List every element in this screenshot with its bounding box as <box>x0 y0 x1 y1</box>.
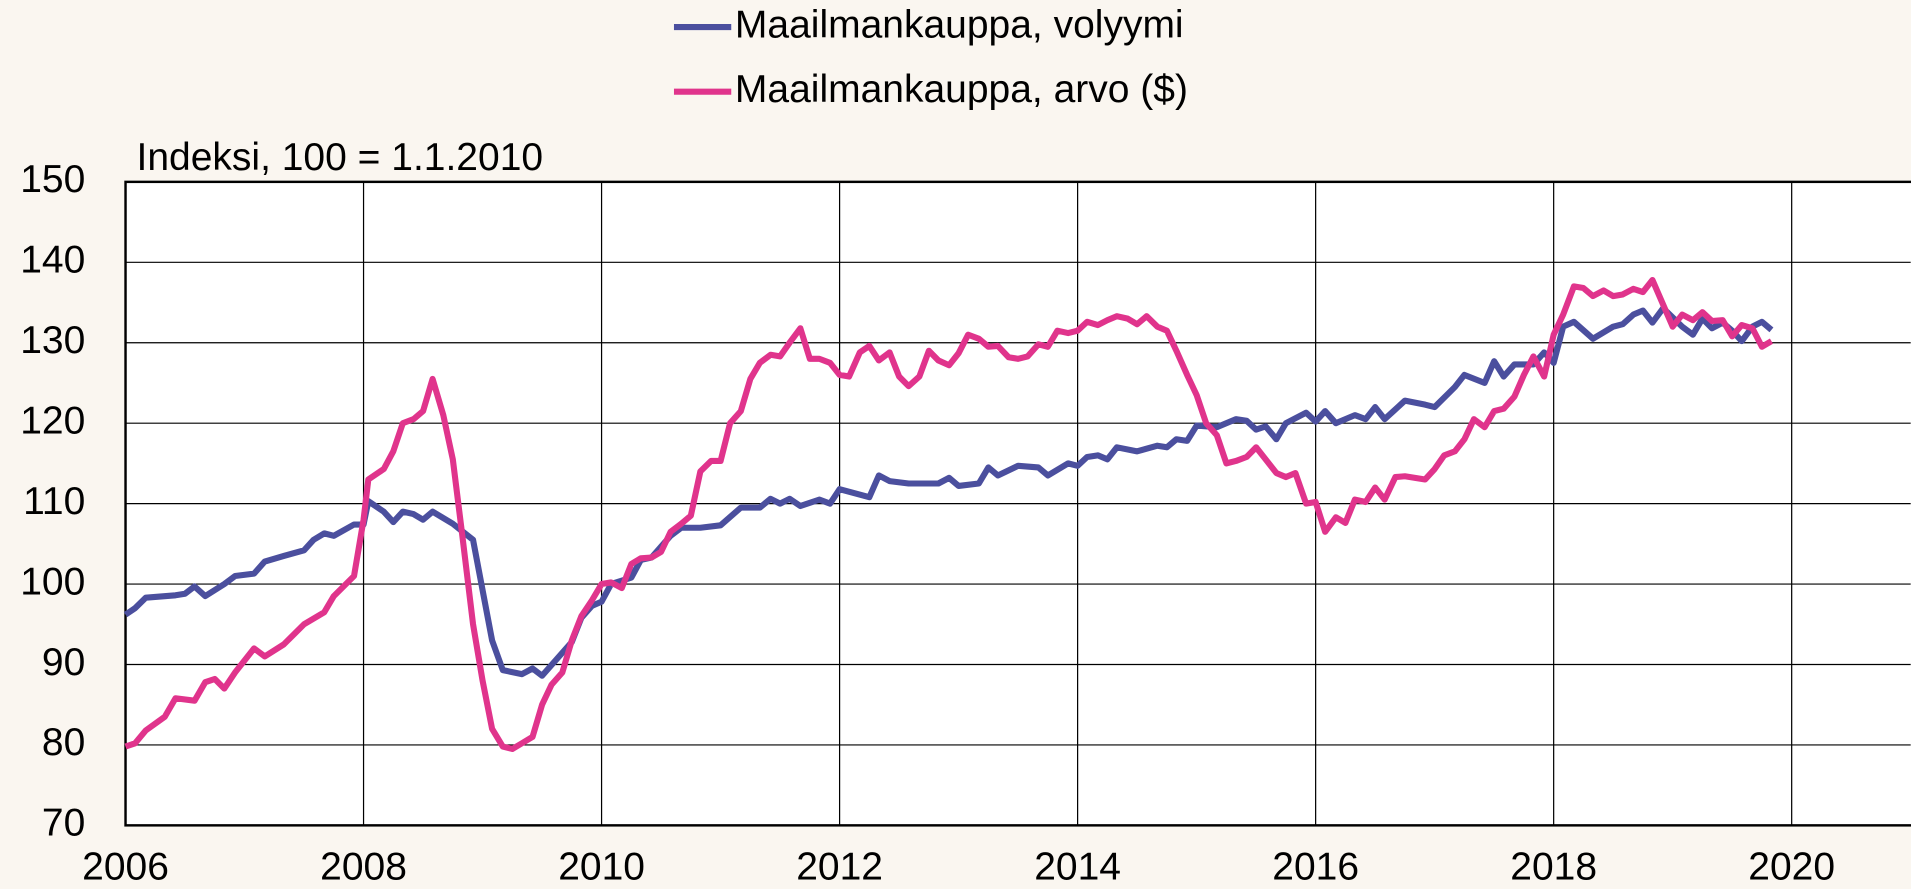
data-line <box>124 276 1774 752</box>
y-tick-label: 150 <box>20 158 85 201</box>
legend-label: Maailmankauppa, volyymi <box>735 3 1184 46</box>
y-tick-label: 110 <box>23 480 85 523</box>
x-tick-label: 2014 <box>1034 846 1121 889</box>
x-tick-label: 2006 <box>82 846 169 889</box>
data-line <box>123 305 1774 679</box>
x-tick-label: 2008 <box>320 846 407 889</box>
y-tick-label: 100 <box>20 560 85 603</box>
legend-label: Maailmankauppa, arvo ($) <box>735 68 1188 111</box>
y-tick-label: 140 <box>20 239 85 282</box>
x-tick-label: 2016 <box>1272 846 1359 889</box>
x-tick-label: 2020 <box>1748 846 1835 889</box>
y-tick-label: 120 <box>20 399 85 442</box>
y-tick-label: 70 <box>42 802 85 845</box>
y-tick-label: 80 <box>42 721 85 764</box>
x-tick-label: 2012 <box>796 846 883 889</box>
x-tick-label: 2010 <box>558 846 645 889</box>
axis-label: Indeksi, 100 = 1.1.2010 <box>137 136 544 179</box>
y-tick-label: 130 <box>20 319 85 362</box>
x-tick-label: 2018 <box>1510 846 1597 889</box>
y-tick-label: 90 <box>42 641 85 684</box>
